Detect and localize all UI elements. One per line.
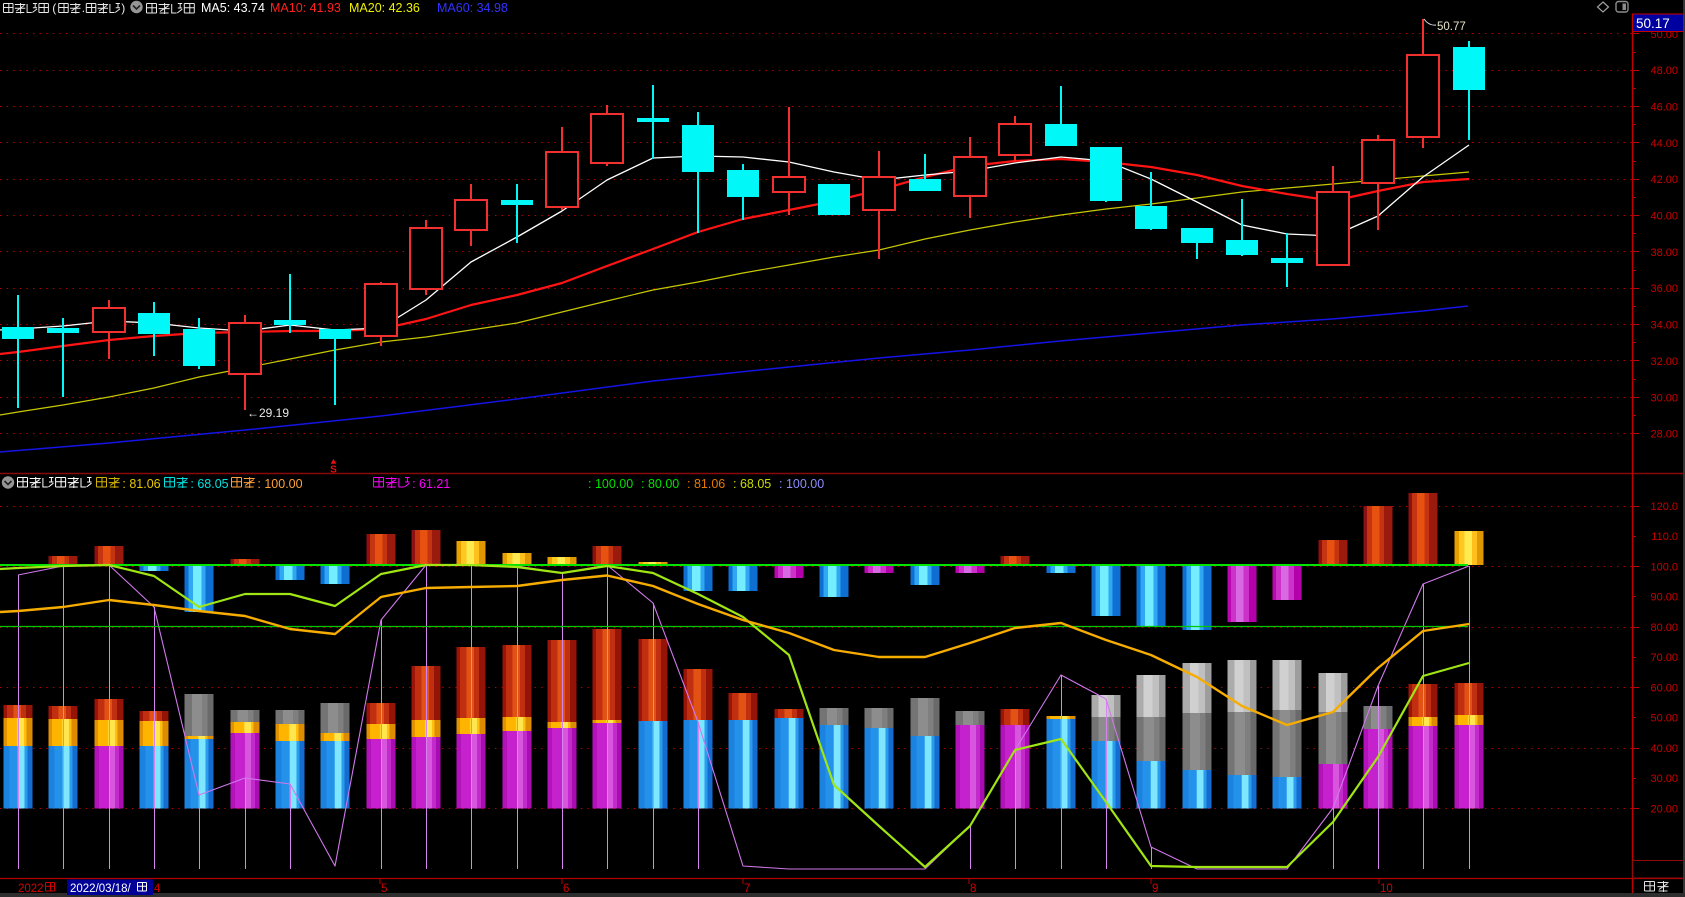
svg-text:7: 7 [744, 883, 750, 895]
svg-text:42.00: 42.00 [1650, 174, 1678, 186]
svg-text:(: ( [52, 1, 56, 15]
svg-text:50.17: 50.17 [1636, 16, 1670, 31]
svg-text:: 100.00: : 100.00 [779, 477, 824, 491]
svg-text:6: 6 [563, 883, 569, 895]
svg-text:48.00: 48.00 [1650, 65, 1678, 77]
svg-text:: 81.06: : 81.06 [687, 477, 725, 491]
svg-text:2022: 2022 [18, 883, 44, 895]
svg-text:40.00: 40.00 [1650, 211, 1678, 223]
svg-text:: 68.05: : 68.05 [733, 477, 771, 491]
svg-text:): ) [121, 1, 125, 15]
svg-text:70.00: 70.00 [1650, 652, 1678, 664]
svg-text:50.77: 50.77 [1437, 21, 1466, 33]
svg-text:32.00: 32.00 [1650, 356, 1678, 368]
svg-text:8: 8 [970, 883, 976, 895]
svg-text:110.0: 110.0 [1651, 531, 1678, 543]
svg-text:100.0: 100.0 [1650, 562, 1678, 574]
svg-text:MA60: 34.98: MA60: 34.98 [437, 1, 508, 15]
svg-text:30.00: 30.00 [1650, 392, 1678, 404]
svg-text:38.00: 38.00 [1650, 247, 1678, 259]
svg-text:28.00: 28.00 [1650, 429, 1678, 441]
svg-text:44.00: 44.00 [1650, 138, 1678, 150]
svg-text:S: S [330, 465, 337, 476]
svg-text:: 100.00: : 100.00 [588, 477, 633, 491]
svg-text:9: 9 [1152, 883, 1158, 895]
svg-text:: 100.00: : 100.00 [257, 477, 302, 491]
svg-text:120.0: 120.0 [1650, 501, 1678, 513]
svg-text:MA5: 43.74: MA5: 43.74 [201, 1, 265, 15]
svg-text:5: 5 [381, 883, 387, 895]
svg-text:30.00: 30.00 [1650, 773, 1678, 785]
svg-text:4: 4 [154, 883, 161, 895]
svg-text:: 81.06: : 81.06 [122, 477, 160, 491]
svg-text:: 80.00: : 80.00 [641, 477, 679, 491]
svg-text:MA20: 42.36: MA20: 42.36 [349, 1, 420, 15]
svg-text:MA10: 41.93: MA10: 41.93 [270, 1, 341, 15]
svg-text:20.00: 20.00 [1650, 804, 1678, 816]
svg-text:.: . [82, 1, 85, 15]
svg-text:46.00: 46.00 [1650, 102, 1678, 114]
svg-text:36.00: 36.00 [1650, 283, 1678, 295]
svg-text:80.00: 80.00 [1650, 622, 1678, 634]
svg-text:50.00: 50.00 [1650, 713, 1678, 725]
svg-text:←29.19: ←29.19 [247, 406, 289, 420]
svg-text:: 68.05: : 68.05 [190, 477, 228, 491]
svg-text:90.00: 90.00 [1650, 592, 1678, 604]
svg-text:40.00: 40.00 [1650, 743, 1678, 755]
svg-text:10: 10 [1380, 883, 1393, 895]
svg-text:34.00: 34.00 [1650, 320, 1678, 332]
svg-text:60.00: 60.00 [1650, 683, 1678, 695]
svg-text:: 61.21: : 61.21 [412, 477, 450, 491]
svg-text:2022/03/18/: 2022/03/18/ [70, 883, 132, 895]
